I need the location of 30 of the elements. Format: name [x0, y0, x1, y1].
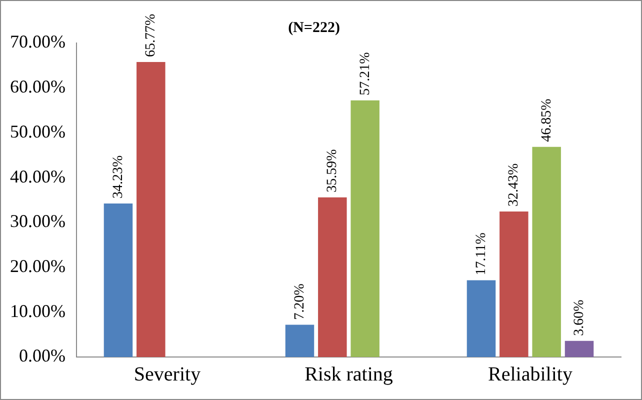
x-tick-label: Risk rating — [304, 363, 393, 386]
data-label: 46.85% — [539, 98, 554, 142]
y-tick-label: 70.00% — [10, 32, 66, 52]
chart-title: (N=222) — [288, 20, 340, 36]
bar — [318, 197, 347, 357]
data-label: 32.43% — [506, 163, 522, 207]
bar — [500, 212, 528, 357]
bar — [104, 203, 133, 357]
data-label: 65.77% — [144, 13, 159, 57]
bar — [532, 146, 561, 357]
y-tick-label: 10.00% — [10, 300, 66, 321]
data-label: 3.60% — [572, 299, 587, 336]
data-label: 57.21% — [358, 52, 373, 96]
bar — [136, 62, 166, 357]
bar — [564, 340, 594, 357]
y-tick-label: 40.00% — [10, 166, 66, 186]
bar — [285, 324, 314, 357]
y-tick-label: 30.00% — [10, 211, 66, 232]
data-label: 34.23% — [110, 154, 126, 198]
bar — [350, 100, 380, 357]
data-label: 17.11% — [474, 232, 489, 276]
y-tick-label: 20.00% — [10, 256, 66, 276]
data-label: 35.59% — [325, 148, 340, 192]
y-tick-label: 0.00% — [18, 346, 66, 366]
data-label: 7.20% — [292, 283, 308, 320]
x-tick-label: Reliability — [488, 363, 572, 386]
y-tick-label: 60.00% — [10, 76, 66, 97]
bar — [466, 280, 496, 357]
y-tick-label: 50.00% — [10, 121, 66, 142]
x-tick-label: Severity — [134, 363, 201, 386]
